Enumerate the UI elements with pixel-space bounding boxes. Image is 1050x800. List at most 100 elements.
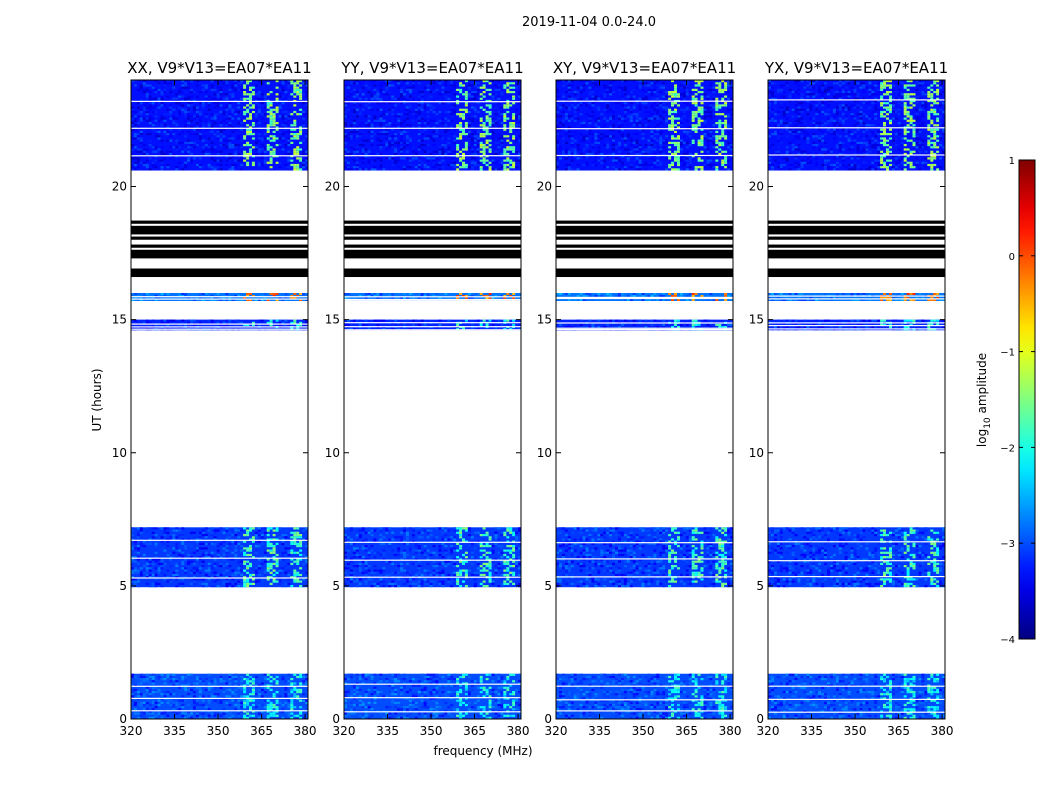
spectrum-cell <box>488 139 492 142</box>
spectrum-cell <box>210 686 214 689</box>
spectrum-cell <box>204 128 208 131</box>
spectrum-cell <box>426 716 430 719</box>
spectrum-cell <box>246 582 250 585</box>
spectrum-cell <box>414 716 418 719</box>
spectrum-cell <box>228 549 232 552</box>
spectrum-cell <box>302 126 306 129</box>
spectrum-cell <box>464 91 468 94</box>
spectrum-cell <box>260 117 264 120</box>
spectrum-cell <box>228 576 232 579</box>
spectrum-cell <box>497 110 501 114</box>
spectrum-cell <box>296 551 300 554</box>
spectrum-cell <box>219 699 223 702</box>
spectrum-cell <box>243 580 247 583</box>
spectrum-cell <box>195 682 199 685</box>
spectrum-cell <box>305 163 308 167</box>
spectrum-cell <box>287 553 291 557</box>
spectrum-cell <box>260 82 264 85</box>
spectrum-cell <box>263 297 267 299</box>
spectrum-cell <box>394 585 398 588</box>
spectrum-cell <box>444 699 448 702</box>
spectrum-cell <box>473 582 477 585</box>
spectrum-cell <box>349 560 353 563</box>
spectrum-cell <box>450 106 454 109</box>
spectrum-cell <box>426 688 430 691</box>
spectrum-cell <box>231 295 235 297</box>
spectrum-cell <box>257 560 261 563</box>
spectrum-cell <box>184 688 188 691</box>
spectrum-cell <box>246 716 250 719</box>
spectrum-cell <box>213 115 217 118</box>
spectrum-cell <box>246 549 250 552</box>
spectrum-cell <box>237 106 241 109</box>
spectrum-cell <box>385 113 389 116</box>
spectrum-cell <box>497 137 501 140</box>
spectrum-cell <box>447 93 451 96</box>
spectrum-cell <box>417 113 421 116</box>
spectrum-cell <box>444 91 448 94</box>
spectrum-cell <box>251 686 255 689</box>
spectrum-cell <box>420 293 424 295</box>
spectrum-cell <box>403 97 406 100</box>
spectrum-cell <box>246 163 250 167</box>
spectrum-cell <box>181 714 185 717</box>
spectrum-cell <box>246 161 250 164</box>
spectrum-cell <box>296 295 300 297</box>
spectrum-cell <box>423 716 427 719</box>
spectrum-cell <box>151 585 155 588</box>
spectrum-cell <box>243 560 247 563</box>
spectrum-cell <box>346 573 350 577</box>
spectrum-cell <box>207 708 211 711</box>
spectrum-cell <box>299 168 303 171</box>
spectrum-cell <box>190 551 193 554</box>
spectrum-cell <box>195 110 199 114</box>
spectrum-cell <box>187 141 191 144</box>
spectrum-cell <box>491 693 495 696</box>
spectrum-cell <box>462 108 465 111</box>
spectrum-cell <box>305 538 308 541</box>
spectrum-cell <box>456 580 460 583</box>
spectrum-cell <box>160 562 164 565</box>
spectrum-cell <box>275 714 279 717</box>
spectrum-cell <box>133 86 137 89</box>
spectrum-cell <box>225 714 229 717</box>
spectrum-cell <box>142 293 146 295</box>
spectrum-cell <box>459 688 463 691</box>
spectrum-cell <box>426 531 430 534</box>
spectrum-cell <box>435 573 439 577</box>
spectrum-cell <box>346 319 350 322</box>
spectrum-cell <box>432 110 436 114</box>
spectrum-cell <box>157 571 161 574</box>
spectrum-cell <box>423 688 427 691</box>
spectrum-cell <box>503 549 507 552</box>
spectrum-cell <box>266 146 270 149</box>
spectrum-cell <box>373 540 377 543</box>
spectrum-cell <box>473 293 477 295</box>
spectrum-cell <box>160 678 164 681</box>
spectrum-cell <box>464 102 468 105</box>
spectrum-cell <box>175 565 179 568</box>
spectrum-cell <box>293 531 297 534</box>
spectrum-cell <box>234 553 238 557</box>
spectrum-cell <box>420 565 424 568</box>
spectrum-cell <box>269 124 273 127</box>
spectrum-cell <box>139 567 143 570</box>
spectrum-cell <box>423 699 427 702</box>
spectrum-cell <box>405 86 409 89</box>
spectrum-cell <box>388 122 392 125</box>
spectrum-cell <box>266 128 270 131</box>
spectrum-cell <box>302 295 306 297</box>
spectrum-cell <box>275 565 279 568</box>
spectrum-cell <box>287 323 291 326</box>
spectrum-cell <box>479 582 483 585</box>
spectrum-cell <box>275 126 279 129</box>
spectrum-cell <box>302 133 306 136</box>
spectrum-cell <box>305 299 308 301</box>
spectrum-cell <box>204 573 208 577</box>
spectrum-cell <box>509 531 513 534</box>
spectrum-cell <box>251 527 255 530</box>
spectrum-cell <box>391 686 395 689</box>
spectrum-cell <box>512 86 516 89</box>
spectrum-cell <box>426 580 430 583</box>
spectrum-cell <box>257 95 261 98</box>
